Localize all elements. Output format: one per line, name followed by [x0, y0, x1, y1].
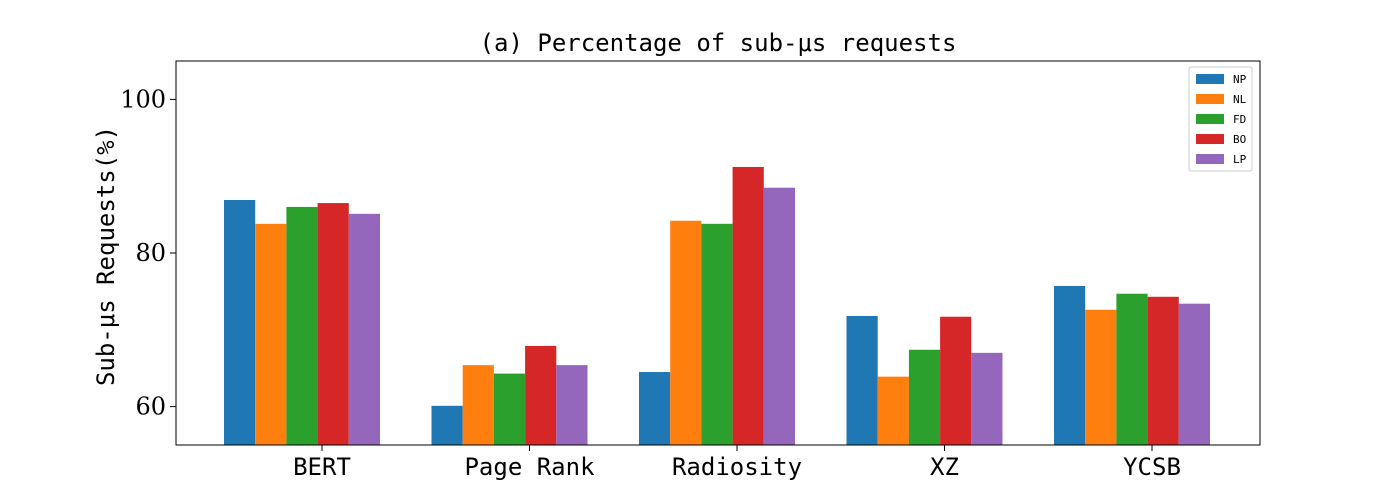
legend-label-np: NP	[1233, 73, 1247, 86]
legend-swatch-bo	[1196, 134, 1224, 144]
legend-label-fd: FD	[1233, 113, 1246, 126]
legend-swatch-fd	[1196, 114, 1224, 124]
bar-fd-radiosity	[701, 223, 733, 445]
legend-swatch-nl	[1196, 94, 1224, 104]
bar-lp-page-rank	[556, 365, 588, 445]
bar-nl-radiosity	[670, 220, 702, 445]
legend-swatch-np	[1196, 74, 1224, 84]
bar-nl-bert	[255, 223, 287, 445]
bar-lp-xz	[971, 352, 1003, 445]
legend-label-nl: NL	[1233, 93, 1247, 106]
bars-layer	[224, 166, 1210, 446]
bar-bo-ycsb	[1147, 296, 1179, 445]
bar-bo-page-rank	[525, 345, 557, 445]
bar-lp-radiosity	[763, 187, 795, 445]
y-axis-label: Sub-μs Requests(%)	[92, 126, 120, 386]
bar-np-bert	[224, 200, 256, 445]
bar-np-page-rank	[431, 405, 463, 445]
legend-label-bo: BO	[1233, 133, 1246, 146]
bar-np-radiosity	[639, 372, 671, 445]
bar-bo-radiosity	[732, 166, 764, 446]
bar-fd-ycsb	[1116, 293, 1148, 445]
bar-lp-bert	[348, 213, 380, 445]
legend-swatch-lp	[1196, 154, 1224, 164]
bar-np-xz	[846, 315, 878, 445]
bar-group-ycsb	[1054, 286, 1210, 445]
y-tick-label-80: 80	[135, 239, 166, 267]
bar-nl-ycsb	[1085, 309, 1117, 445]
axes-layer: 60 80 100 BERT Page Rank Radiosity XZ YCSB	[120, 60, 1261, 481]
bar-group-bert	[224, 200, 380, 445]
bar-group-radiosity	[639, 166, 795, 446]
bar-fd-bert	[286, 206, 318, 445]
y-tick-label-100: 100	[120, 85, 166, 113]
bar-np-ycsb	[1054, 286, 1086, 445]
bar-nl-xz	[877, 376, 909, 445]
x-tick-label-bert: BERT	[293, 453, 351, 481]
x-tick-label-page-rank: Page Rank	[464, 453, 595, 481]
legend: NP NL FD BO LP	[1188, 66, 1253, 172]
bar-bo-xz	[940, 316, 972, 445]
x-tick-label-radiosity: Radiosity	[672, 453, 802, 481]
bar-bo-bert	[317, 203, 349, 445]
x-tick-label-ycsb: YCSB	[1123, 453, 1181, 481]
legend-label-lp: LP	[1233, 153, 1247, 166]
y-tick-label-60: 60	[135, 393, 166, 421]
bar-nl-page-rank	[462, 365, 494, 445]
bar-group-page-rank	[431, 345, 588, 445]
bar-fd-xz	[908, 349, 941, 445]
bar-group-xz	[846, 315, 1003, 445]
x-tick-label-xz: XZ	[930, 453, 959, 481]
bar-fd-page-rank	[493, 373, 526, 445]
chart-title: (a) Percentage of sub-μs requests	[480, 29, 957, 57]
bar-lp-ycsb	[1178, 303, 1210, 445]
